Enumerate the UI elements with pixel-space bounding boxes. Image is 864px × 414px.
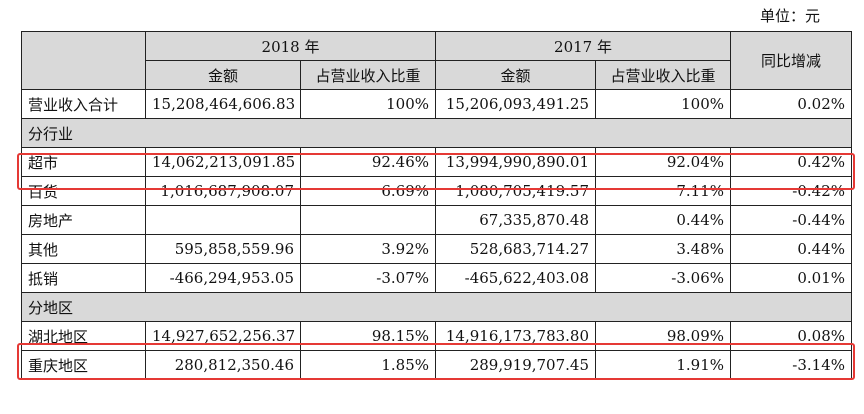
ratio-2018: 1.85% (299, 350, 437, 380)
amount-2017: 528,683,714.27 (435, 234, 597, 264)
table-row: 其他 595,858,559.96 3.92% 528,683,714.27 3… (21, 234, 853, 264)
row-label: 营业收入合计 (21, 89, 146, 119)
amount-2017: 14,916,173,783.80 (435, 321, 597, 351)
table-row: 房地产 67,335,870.48 0.44% -0.44% (21, 205, 853, 235)
row-label: 超市 (21, 147, 146, 177)
amount-2017: 13,994,990,890.01 (435, 147, 597, 177)
header-yoy: 同比增减 (730, 31, 853, 90)
ratio-2018: 3.92% (299, 234, 437, 264)
row-label: 湖北地区 (21, 321, 146, 351)
header-corner (21, 31, 146, 90)
ratio-2017: 1.91% (595, 350, 732, 380)
yoy-change: 0.01% (730, 263, 853, 293)
yoy-change: 0.42% (730, 147, 853, 177)
header-amount-2017: 金额 (435, 60, 597, 90)
amount-2018: 14,927,652,256.37 (145, 321, 301, 351)
ratio-2017: 0.44% (595, 205, 732, 235)
total-row: 营业收入合计 15,208,464,606.83 100% 15,206,093… (21, 89, 853, 119)
amount-2017: -465,622,403.08 (435, 263, 597, 293)
section-title: 分地区 (20, 292, 853, 322)
amount-2018: -466,294,953.05 (145, 263, 301, 293)
header-row-years: 2018 年 2017 年 同比增减 (21, 31, 853, 90)
ratio-2017: 100% (595, 89, 732, 119)
yoy-change: 0.44% (730, 234, 853, 264)
revenue-table: 2018 年 2017 年 同比增减 金额 占营业收入比重 金额 占营业收入比重… (20, 31, 853, 380)
row-label: 抵销 (21, 263, 146, 293)
header-ratio-2018: 占营业收入比重 (299, 60, 437, 90)
amount-2017: 289,919,707.45 (435, 350, 597, 380)
ratio-2017: 3.48% (595, 234, 732, 264)
yoy-change: -0.42% (730, 176, 853, 206)
section-row-industry: 分行业 (20, 118, 853, 148)
unit-label: 单位：元 (759, 7, 820, 25)
table-row: 超市 14,062,213,091.85 92.46% 13,994,990,8… (21, 147, 853, 177)
row-label: 重庆地区 (21, 350, 146, 380)
amount-2017: 1,080,705,419.57 (435, 176, 597, 206)
ratio-2017: 7.11% (595, 176, 732, 206)
section-title: 分行业 (20, 118, 853, 148)
header-year-2017: 2017 年 (435, 31, 732, 61)
ratio-2018 (299, 205, 437, 235)
table-row: 抵销 -466,294,953.05 -3.07% -465,622,403.0… (21, 263, 853, 293)
amount-2018: 595,858,559.96 (145, 234, 301, 264)
amount-2018: 280,812,350.46 (145, 350, 301, 380)
ratio-2017: -3.06% (595, 263, 732, 293)
row-label: 房地产 (21, 205, 146, 235)
row-label: 百货 (21, 176, 146, 206)
ratio-2018: 6.69% (299, 176, 437, 206)
amount-2018: 15,208,464,606.83 (145, 89, 301, 119)
ratio-2018: -3.07% (299, 263, 437, 293)
header-row-columns: 金额 占营业收入比重 金额 占营业收入比重 (22, 60, 852, 90)
ratio-2018: 98.15% (299, 321, 437, 351)
table-row: 湖北地区 14,927,652,256.37 98.15% 14,916,173… (21, 321, 853, 351)
ratio-2017: 92.04% (595, 147, 732, 177)
header-ratio-2017: 占营业收入比重 (595, 60, 732, 90)
table-row: 百货 1,016,687,908.07 6.69% 1,080,705,419.… (21, 176, 853, 206)
amount-2017: 15,206,093,491.25 (435, 89, 597, 119)
amount-2017: 67,335,870.48 (435, 205, 597, 235)
section-row-region: 分地区 (20, 292, 853, 322)
amount-2018 (145, 205, 301, 235)
ratio-2018: 100% (299, 89, 437, 119)
yoy-change: 0.08% (730, 321, 853, 351)
yoy-change: 0.02% (730, 89, 853, 119)
amount-2018: 14,062,213,091.85 (145, 147, 301, 177)
ratio-2018: 92.46% (299, 147, 437, 177)
header-amount-2018: 金额 (145, 60, 301, 90)
amount-2018: 1,016,687,908.07 (145, 176, 301, 206)
table-row: 重庆地区 280,812,350.46 1.85% 289,919,707.45… (21, 350, 853, 380)
yoy-change: -0.44% (730, 205, 853, 235)
yoy-change: -3.14% (730, 350, 853, 380)
ratio-2017: 98.09% (595, 321, 732, 351)
row-label: 其他 (21, 234, 146, 264)
header-year-2018: 2018 年 (144, 31, 437, 61)
